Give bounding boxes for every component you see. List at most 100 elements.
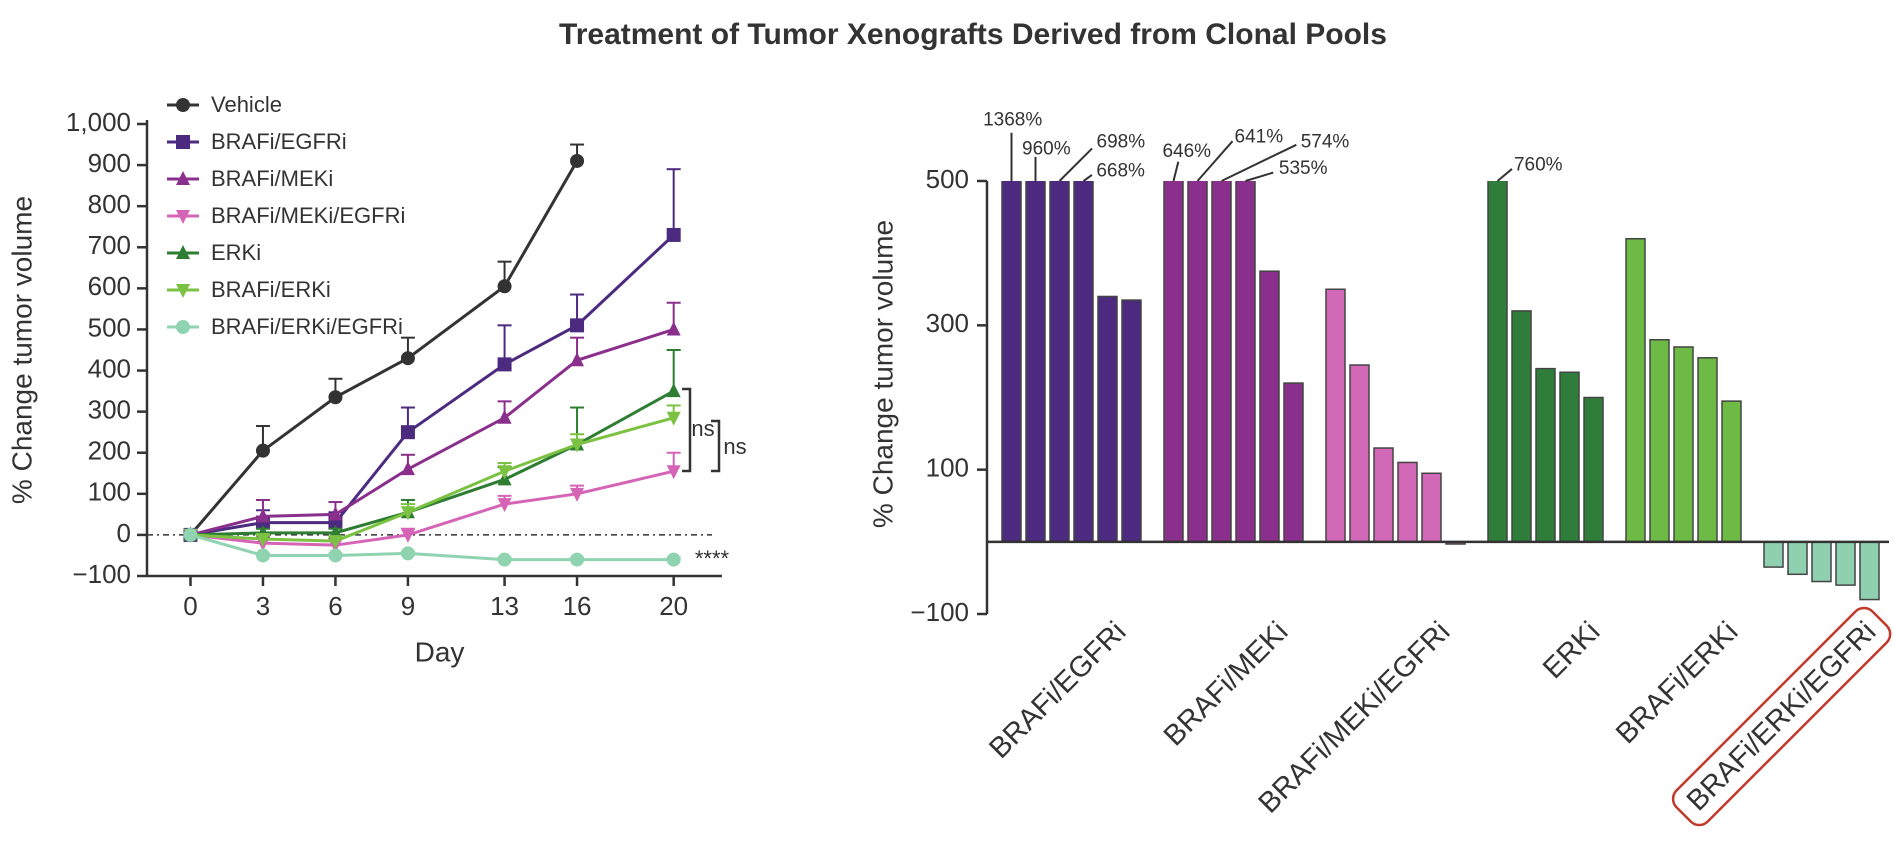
y-tick-label: 300 [88,395,131,425]
legend-label: Vehicle [211,92,282,117]
bar [1259,270,1280,543]
marker [570,552,585,567]
bar [1763,541,1784,568]
category-group: ERKi [1537,616,1606,685]
y-tick-label: 400 [88,353,131,383]
x-tick-label: ERKi [1537,616,1606,685]
marker [400,425,415,440]
marker [176,320,190,334]
marker [497,498,512,513]
bar [1511,310,1532,543]
label-leader [1221,143,1297,182]
bar-chart: −100 100 300 500 % Change tumor volume 1368% 9… [867,110,1892,827]
marker [666,465,681,480]
marker [570,352,585,367]
bars [1001,181,1880,601]
value-label: 960% [1022,139,1071,160]
bar [1421,472,1442,543]
legend-label: BRAFi/MEKi/EGFRi [211,203,405,228]
annotation: **** [695,546,730,571]
marker [570,153,585,168]
x-tick-label: BRAFi/ERKi [1610,616,1744,750]
value-label: 646% [1162,141,1211,162]
y-tick-label: 900 [88,148,131,178]
marker [183,527,198,542]
bar [1583,396,1604,543]
marker [328,390,343,405]
marker [176,245,190,259]
marker [255,443,270,458]
line-chart: −100 0 100 200 300 400 500 600 700 800 900 1,000 0 3 6… [6,92,746,668]
bar [1811,541,1832,583]
marker [255,508,270,523]
y-tick-label: 0 [117,518,131,548]
highlight-box [1671,606,1892,827]
bar [1535,367,1556,543]
y-tick-label: 500 [88,312,131,342]
y-tick-label: 800 [88,189,131,219]
y-tick-label: 300 [926,308,969,338]
bar [1721,400,1742,543]
bar [1001,181,1022,543]
marker [400,506,415,521]
marker [176,98,190,112]
marker [497,357,512,372]
bar [1325,288,1346,543]
y-tick-label: 200 [88,436,131,466]
annotation: ns [723,434,746,459]
x-tick-label: 16 [563,591,592,621]
category-group: BRAFi/ERKi [1610,616,1744,750]
annotation: ns [691,416,714,441]
x-tick-label: 13 [490,591,519,621]
marker [666,552,681,567]
x-tick-label: BRAFi/MEKi [1158,616,1295,753]
marker [176,284,190,298]
legend-label: BRAFi/MEKi [211,166,333,191]
series-line [189,160,579,536]
x-tick-label: BRAFi/EGFRi [983,616,1132,765]
value-label: 535% [1279,158,1328,179]
marker [255,533,270,548]
value-label: 760% [1514,154,1563,175]
marker [570,318,585,333]
marker [666,383,681,398]
marker [497,552,512,567]
y-tick-label: 100 [88,477,131,507]
marker [497,279,512,294]
legend-label: BRAFi/EGFRi [211,129,347,154]
bracket [711,419,721,473]
bar [1697,357,1718,543]
marker [328,548,343,563]
x-tick-label: 9 [401,591,415,621]
y-tick-label: −100 [72,559,131,589]
legend-label: BRAFi/ERKi [211,277,331,302]
marker [666,227,681,242]
y-axis-label: % Change tumor volume [6,196,37,504]
marker [570,438,585,453]
marker [176,171,190,185]
bar [1073,181,1094,543]
bar [1673,346,1694,543]
bar [1235,181,1256,543]
y-tick-label: 1,000 [66,107,131,137]
bracket [682,387,692,473]
marker [176,135,190,149]
marker [666,411,681,426]
x-tick-label: 0 [183,591,197,621]
label-leader [1245,171,1274,182]
marker [255,548,270,563]
bar [1487,181,1508,543]
x-tick-label: 3 [256,591,270,621]
category-group: BRAFi/EGFRi [983,616,1132,765]
bar [1397,461,1418,543]
bar [1025,181,1046,543]
marker [497,409,512,424]
legend-label: ERKi [211,240,261,265]
label-leader [1172,161,1180,182]
bar [1283,382,1304,543]
marker [400,546,415,561]
marker [570,487,585,502]
marker [400,461,415,476]
bar [1835,541,1856,586]
